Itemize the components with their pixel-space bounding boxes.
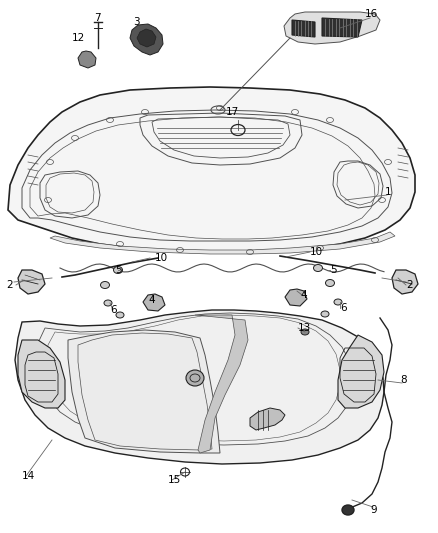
Polygon shape [285, 289, 307, 306]
Ellipse shape [342, 505, 354, 515]
Text: 4: 4 [300, 290, 307, 300]
Text: 10: 10 [310, 247, 323, 257]
Ellipse shape [334, 299, 342, 305]
Text: 3: 3 [133, 17, 140, 27]
Text: 9: 9 [370, 505, 377, 515]
Text: 15: 15 [168, 475, 181, 485]
Polygon shape [130, 24, 163, 55]
Text: 6: 6 [340, 303, 346, 313]
Polygon shape [392, 270, 418, 294]
Ellipse shape [321, 311, 329, 317]
Ellipse shape [186, 370, 204, 386]
Text: 2: 2 [406, 280, 413, 290]
Polygon shape [50, 232, 395, 254]
Text: 5: 5 [330, 265, 337, 275]
Text: 13: 13 [298, 323, 311, 333]
Ellipse shape [104, 300, 112, 306]
Text: 4: 4 [148, 295, 155, 305]
Polygon shape [292, 20, 315, 37]
Ellipse shape [116, 312, 124, 318]
Text: 1: 1 [385, 187, 392, 197]
Polygon shape [143, 294, 165, 311]
Polygon shape [18, 340, 65, 408]
Ellipse shape [325, 279, 335, 287]
Ellipse shape [113, 266, 123, 273]
Text: 12: 12 [72, 33, 85, 43]
Text: 7: 7 [94, 13, 101, 23]
Text: 5: 5 [115, 265, 122, 275]
Polygon shape [78, 51, 96, 68]
Polygon shape [18, 270, 45, 294]
Polygon shape [250, 408, 285, 430]
Text: 10: 10 [155, 253, 168, 263]
Ellipse shape [301, 329, 309, 335]
Polygon shape [68, 330, 220, 453]
Text: 14: 14 [22, 471, 35, 481]
Polygon shape [338, 335, 384, 408]
Text: 17: 17 [226, 107, 239, 117]
Polygon shape [15, 310, 384, 464]
Polygon shape [8, 87, 415, 251]
Polygon shape [195, 315, 248, 453]
Text: 6: 6 [110, 305, 117, 315]
Text: 2: 2 [6, 280, 13, 290]
Text: 16: 16 [365, 9, 378, 19]
Polygon shape [284, 12, 380, 44]
Polygon shape [137, 29, 156, 47]
Text: 8: 8 [400, 375, 406, 385]
Ellipse shape [314, 264, 322, 271]
Ellipse shape [100, 281, 110, 288]
Polygon shape [322, 18, 362, 37]
